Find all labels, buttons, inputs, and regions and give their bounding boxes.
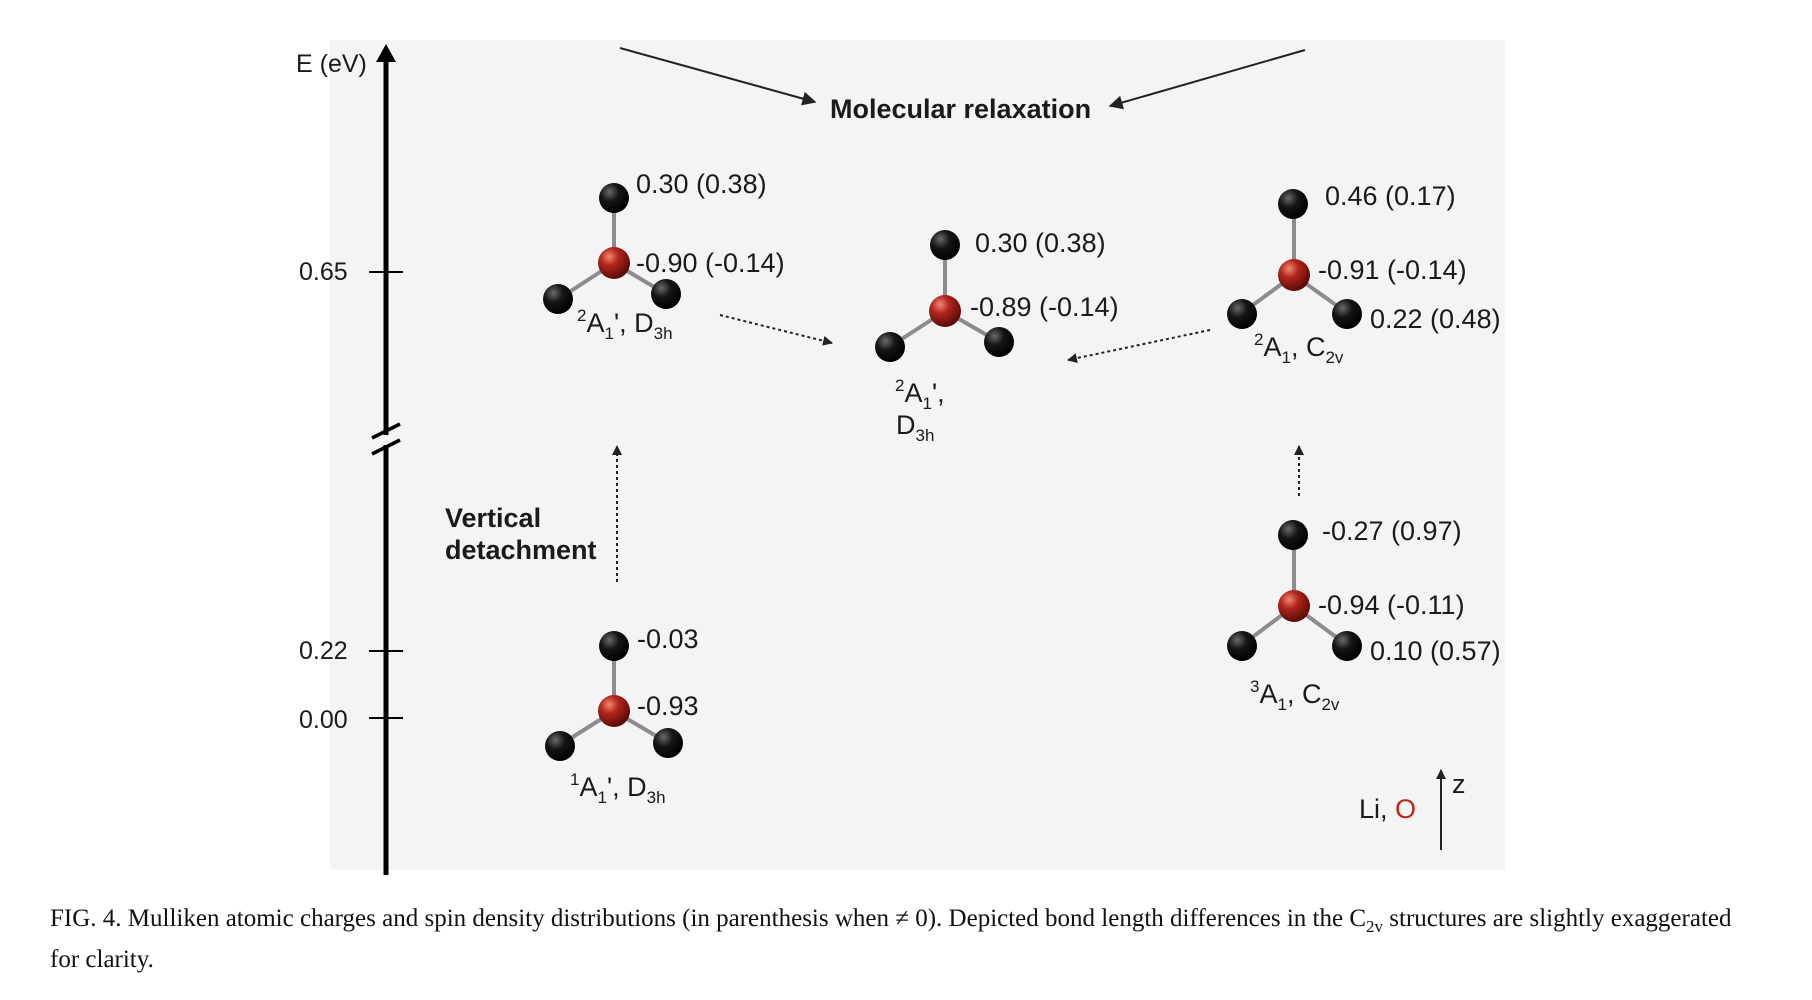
oxygen-atom <box>598 247 630 279</box>
atom-legend: Li, O z <box>1359 769 1466 850</box>
axis-break-mark <box>371 438 401 456</box>
charge-top: 0.30 (0.38) <box>975 228 1106 258</box>
vertical-detachment-label-line1: Vertical <box>445 503 541 533</box>
tick-label-0.65: 0.65 <box>299 258 348 286</box>
charge-top: 0.30 (0.38) <box>636 169 767 199</box>
molecule-vd-d3h: 0.30 (0.38) -0.90 (-0.14) 2A1', D3h <box>543 169 785 343</box>
lithium-atom <box>1227 631 1257 661</box>
lithium-atom <box>875 332 905 362</box>
charge-center: -0.91 (-0.14) <box>1318 255 1467 285</box>
state-label-symmetry: D3h <box>896 410 934 445</box>
axis-break-mark <box>371 422 401 440</box>
relaxation-dotted-arrow-left <box>719 314 833 346</box>
lithium-atom <box>599 183 629 213</box>
tick-label-0.22: 0.22 <box>299 637 348 665</box>
legend-text: Li, O <box>1359 794 1416 824</box>
figure-caption: FIG. 4. Mulliken atomic charges and spin… <box>50 902 1762 976</box>
molecule-vd-c2v: 0.46 (0.17) -0.91 (-0.14) 0.22 (0.48) 2A… <box>1227 181 1501 367</box>
lithium-atom <box>651 279 681 309</box>
state-label-term: 2A1', <box>895 376 945 413</box>
figure-panel: E (eV) 0.65 0.22 0.00 Molecular relaxati… <box>296 40 1505 875</box>
lithium-atom <box>1278 189 1308 219</box>
state-label: 2A1, C2v <box>1254 330 1344 367</box>
legend-o: O <box>1395 794 1416 824</box>
lithium-atom <box>1332 631 1362 661</box>
legend-li: Li, <box>1359 794 1395 824</box>
relaxation-dotted-arrow-right <box>1067 329 1211 364</box>
charge-center: -0.89 (-0.14) <box>970 292 1119 322</box>
vertical-detachment-annotation: Vertical detachment <box>445 445 1304 582</box>
axis-label: E (eV) <box>296 50 367 78</box>
relaxation-arrow-left <box>619 47 817 106</box>
charge-top: 0.46 (0.17) <box>1325 181 1456 211</box>
oxygen-atom <box>1278 259 1310 291</box>
lithium-atom <box>1278 520 1308 550</box>
charge-center: -0.93 <box>637 691 699 721</box>
charge-top: -0.03 <box>637 624 699 654</box>
caption-subscript: 2v <box>1366 917 1384 936</box>
lithium-atom <box>1332 299 1362 329</box>
oxygen-atom <box>929 295 961 327</box>
energy-axis: E (eV) 0.65 0.22 0.00 <box>296 44 403 875</box>
lithium-atom <box>545 731 575 761</box>
energy-diagram: E (eV) 0.65 0.22 0.00 Molecular relaxati… <box>296 40 1505 875</box>
oxygen-atom <box>1278 590 1310 622</box>
charge-right: 0.22 (0.48) <box>1370 304 1501 334</box>
panel-background <box>330 40 1505 870</box>
state-label: 1A1', D3h <box>570 770 666 807</box>
state-label: 3A1, C2v <box>1250 677 1340 714</box>
lithium-atom <box>599 631 629 661</box>
state-label: 2A1', D3h <box>577 306 673 343</box>
lithium-atom <box>653 728 683 758</box>
charge-center: -0.94 (-0.11) <box>1318 590 1465 620</box>
relaxation-arrow-right <box>1108 49 1306 110</box>
charge-right: 0.10 (0.57) <box>1370 636 1501 666</box>
caption-part2: structures are slightly exaggerated for … <box>50 905 1732 973</box>
charge-center: -0.90 (-0.14) <box>636 248 785 278</box>
tick-label-0.00: 0.00 <box>299 706 348 734</box>
lithium-atom <box>1227 299 1257 329</box>
molecule-triplet-c2v: -0.27 (0.97) -0.94 (-0.11) 0.10 (0.57) 3… <box>1227 516 1501 714</box>
vertical-detachment-label-line2: detachment <box>445 535 597 565</box>
oxygen-atom <box>598 695 630 727</box>
molecule-anion-d3h: -0.03 -0.93 1A1', D3h <box>545 624 699 807</box>
axis-arrowhead <box>376 44 396 62</box>
relaxation-annotation: Molecular relaxation <box>619 47 1306 124</box>
lithium-atom <box>930 230 960 260</box>
lithium-atom <box>984 327 1014 357</box>
molecule-relaxed-d3h: 0.30 (0.38) -0.89 (-0.14) 2A1', D3h <box>875 228 1119 445</box>
caption-part1: FIG. 4. Mulliken atomic charges and spin… <box>50 905 1367 932</box>
relaxation-label: Molecular relaxation <box>830 94 1091 124</box>
charge-top: -0.27 (0.97) <box>1322 516 1462 546</box>
lithium-atom <box>543 284 573 314</box>
z-axis-label: z <box>1452 769 1466 799</box>
